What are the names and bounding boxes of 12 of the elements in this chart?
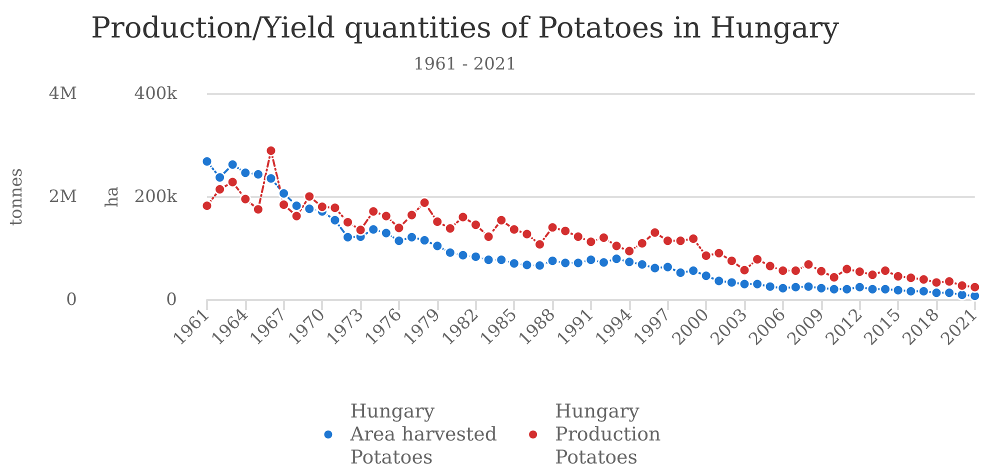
chart-subtitle: 1961 - 2021 xyxy=(413,54,517,74)
y2-tick-label: 0 xyxy=(66,290,77,310)
y-tick-label: 0 xyxy=(166,290,177,310)
y2-tick-label: 2M xyxy=(48,187,77,207)
y-tick-label: 400k xyxy=(134,84,178,104)
chart-title: Production/Yield quantities of Potatoes in Hungary xyxy=(90,10,840,44)
y2-axis-title: tonnes xyxy=(6,168,26,226)
y-axis-title: ha xyxy=(102,186,122,208)
y2-tick-label: 4M xyxy=(48,84,77,104)
y-tick-label: 200k xyxy=(134,187,178,207)
legend-label: Hungary Production Potatoes xyxy=(555,400,661,468)
legend-label: Hungary Area harvested Potatoes xyxy=(349,400,498,468)
